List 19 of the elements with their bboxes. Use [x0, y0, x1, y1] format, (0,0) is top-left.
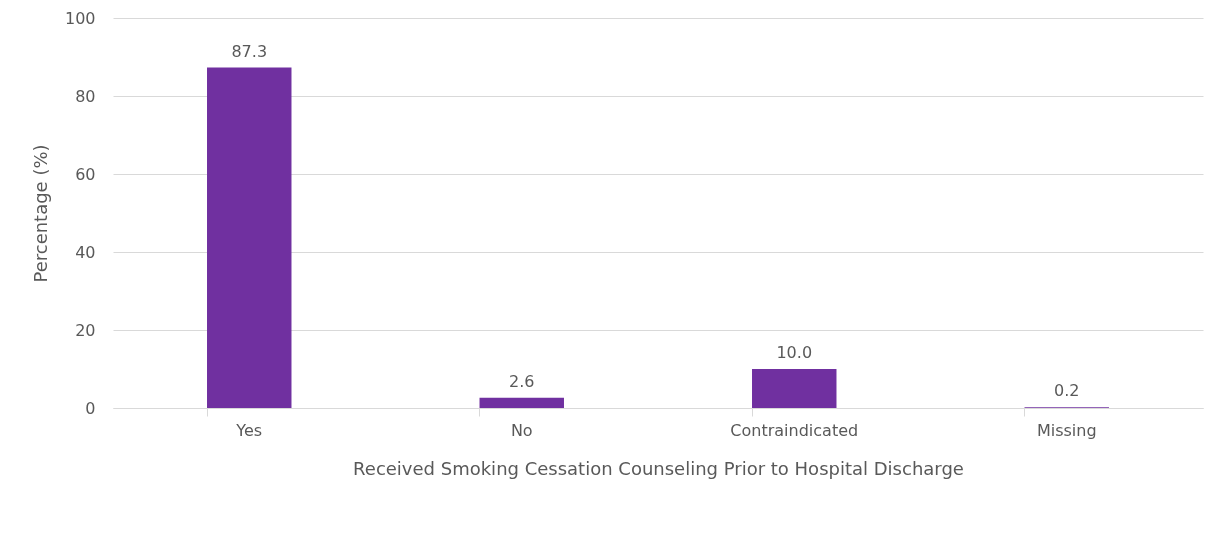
- x-tick-label: Contraindicated: [730, 420, 859, 440]
- y-tick-label: 80: [75, 86, 96, 106]
- bar: [479, 397, 564, 408]
- y-tick-label: 20: [75, 320, 96, 340]
- y-axis-title: Percentage (%): [29, 144, 51, 283]
- x-tick-label: Yes: [235, 420, 263, 440]
- y-tick-label: 0: [85, 398, 96, 418]
- x-tick-label: Missing: [1036, 420, 1097, 440]
- x-axis-title: Received Smoking Cessation Counseling Prior to Hospital Discharge: [353, 457, 964, 479]
- data-label: 10.0: [776, 343, 813, 362]
- data-label: 87.3: [231, 41, 268, 61]
- y-tick-label: 100: [64, 8, 96, 28]
- data-label: 2.6: [509, 371, 535, 391]
- data-label: 0.2: [1054, 381, 1080, 401]
- bar: [752, 369, 837, 408]
- y-tick-label: 40: [75, 242, 96, 262]
- x-tick-label: No: [510, 420, 533, 440]
- y-tick-label: 60: [75, 164, 96, 184]
- bar: [207, 67, 292, 408]
